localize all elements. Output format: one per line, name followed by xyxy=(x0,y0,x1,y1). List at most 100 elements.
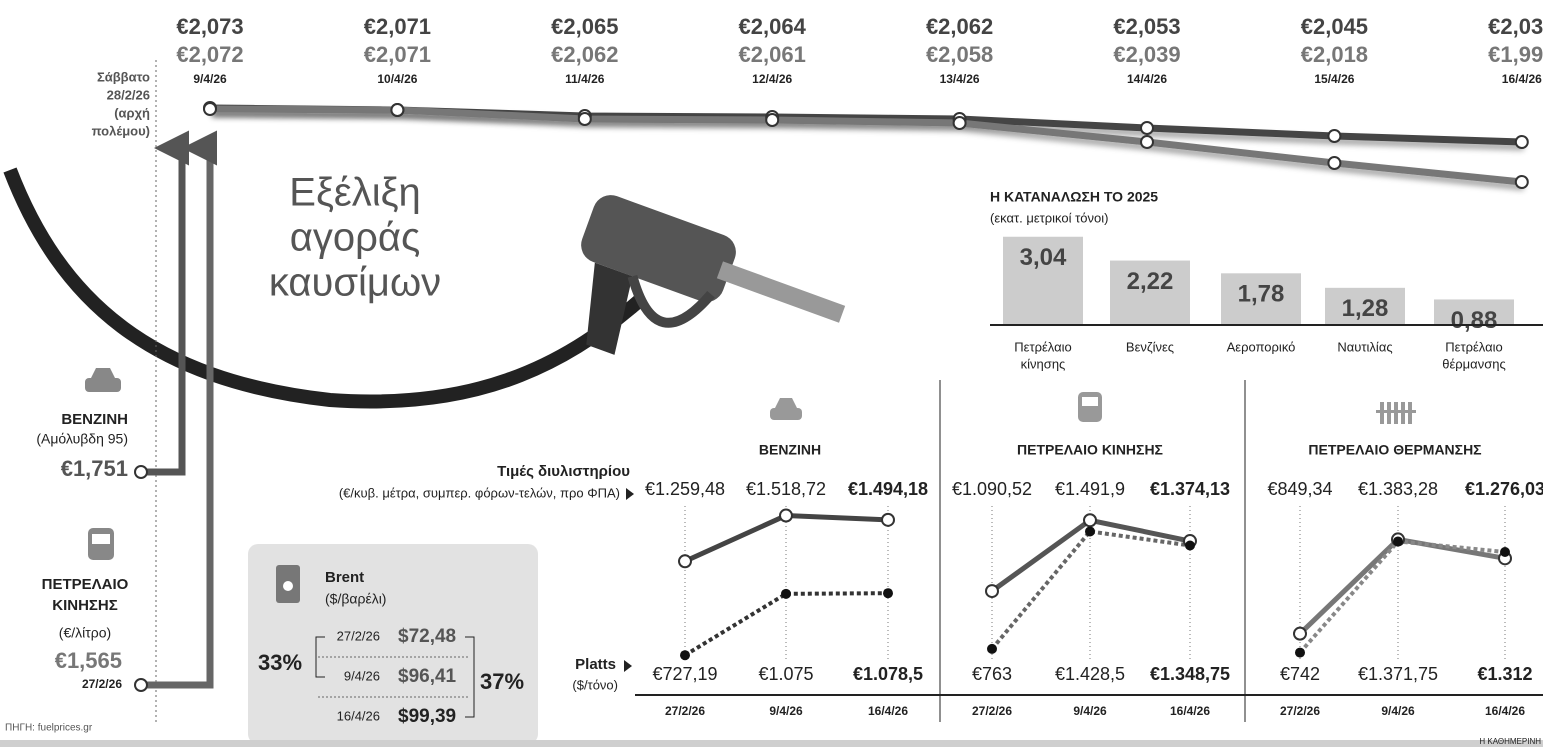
arrow xyxy=(145,148,210,685)
pointer xyxy=(626,488,634,500)
value-label: €1.371,75 xyxy=(1358,664,1438,684)
value-label: €2,062 xyxy=(551,42,618,67)
row-unit: (€/κυβ. μέτρα, συμπερ. φόρων-τελών, προ … xyxy=(339,485,620,500)
value-label: €2,073 xyxy=(176,14,243,39)
brent-date: 16/4/26 xyxy=(337,708,380,723)
point xyxy=(1393,536,1403,546)
value-label: €2,062 xyxy=(926,14,993,39)
footer-bar xyxy=(0,740,1543,747)
pointer xyxy=(624,660,632,672)
value-label: €2,061 xyxy=(739,42,806,67)
point xyxy=(1516,136,1528,148)
value-label: €1.348,75 xyxy=(1150,664,1230,684)
start-label: (αρχή xyxy=(114,105,150,120)
value-label: €2,039 xyxy=(1113,42,1180,67)
value-label: 1,78 xyxy=(1238,281,1285,308)
point xyxy=(1328,157,1340,169)
point xyxy=(883,588,893,598)
point xyxy=(579,113,591,125)
value-label: €849,34 xyxy=(1267,479,1332,499)
value-label: €2,064 xyxy=(739,14,807,39)
value-label: €2,058 xyxy=(926,42,993,67)
value-label: 0,88 xyxy=(1451,307,1498,334)
value-label: €1.383,28 xyxy=(1358,479,1438,499)
point xyxy=(391,104,403,116)
value-label: €1.494,18 xyxy=(848,479,928,499)
x-label: 9/4/26 xyxy=(1073,704,1107,718)
bus-icon xyxy=(1078,392,1102,422)
x-label: 14/4/26 xyxy=(1127,72,1167,86)
category-label: Βενζίνες xyxy=(1126,339,1174,354)
point xyxy=(1328,130,1340,142)
arrow xyxy=(145,148,182,472)
point xyxy=(680,650,690,660)
value-label: €1.491,9 xyxy=(1055,479,1125,499)
value-label: €2,039 xyxy=(1488,14,1543,39)
fuel-price: €1,751 xyxy=(61,456,128,481)
start-point xyxy=(135,466,147,478)
fuel-name: ΠΕΤΡΕΛΑΙΟ xyxy=(42,576,129,593)
value-label: €1.075 xyxy=(758,664,813,684)
value-label: 2,22 xyxy=(1127,268,1174,295)
start-label: Σάββατο xyxy=(97,69,150,84)
x-label: 13/4/26 xyxy=(940,72,980,86)
title: αγοράς xyxy=(290,216,421,260)
fuel-date: 27/2/26 xyxy=(82,677,122,691)
start-label: 28/2/26 xyxy=(107,87,150,102)
row-label: Τιμές διυλιστηρίου xyxy=(497,463,630,480)
value-label: €2,065 xyxy=(551,14,618,39)
point xyxy=(1500,547,1510,557)
x-label: 15/4/26 xyxy=(1314,72,1354,86)
value-label: €727,19 xyxy=(652,664,717,684)
panel-title: ΠΕΤΡΕΛΑΙΟ ΚΙΝΗΣΗΣ xyxy=(1017,442,1163,458)
x-label: 27/2/26 xyxy=(972,704,1012,718)
credit: Η ΚΑΘΗΜΕΡΙΝΗ xyxy=(1479,737,1541,746)
infographic: Εξέλιξη αγοράς καυσίμων Σάββατο 28/2/26 … xyxy=(0,0,1543,747)
row-unit: ($/τόνο) xyxy=(572,677,618,692)
x-label: 9/4/26 xyxy=(1381,704,1415,718)
start-point xyxy=(135,679,147,691)
x-label: 16/4/26 xyxy=(868,704,908,718)
fuel-sub: (€/λίτρο) xyxy=(59,625,111,641)
point xyxy=(1085,526,1095,536)
x-label: 16/4/26 xyxy=(1502,72,1542,86)
point xyxy=(954,117,966,129)
bar-subtitle: (εκατ. μετρικοί τόνοι) xyxy=(990,210,1108,225)
value-label: €1.090,52 xyxy=(952,479,1032,499)
value-label: €1,999 xyxy=(1488,42,1543,67)
point xyxy=(766,114,778,126)
value-label: €742 xyxy=(1280,664,1320,684)
title: καυσίμων xyxy=(269,261,441,305)
value-label: €2,071 xyxy=(364,14,431,39)
x-label: 16/4/26 xyxy=(1485,704,1525,718)
car-icon xyxy=(770,398,802,420)
start-label: πολέμου) xyxy=(92,123,150,138)
category-label: Ναυτιλίας xyxy=(1337,339,1392,354)
value-label: €1.312 xyxy=(1477,664,1532,684)
value-label: €2,018 xyxy=(1301,42,1368,67)
x-label: 27/2/26 xyxy=(1280,704,1320,718)
value-label: €763 xyxy=(972,664,1012,684)
value-label: €1.518,72 xyxy=(746,479,826,499)
value-label: €1.428,5 xyxy=(1055,664,1125,684)
fuel-name: ΚΙΝΗΣΗΣ xyxy=(52,597,118,614)
value-label: 1,28 xyxy=(1342,295,1389,322)
brent-date: 27/2/26 xyxy=(337,628,380,643)
point xyxy=(987,644,997,654)
x-label: 9/4/26 xyxy=(193,72,227,86)
brent-price: $99,39 xyxy=(398,706,456,727)
x-label: 12/4/26 xyxy=(752,72,792,86)
value-label: €2,053 xyxy=(1113,14,1180,39)
value-label: €1.078,5 xyxy=(853,664,923,684)
row-label: Platts xyxy=(575,656,616,673)
brent-price: $96,41 xyxy=(398,666,457,687)
point xyxy=(679,555,691,567)
point xyxy=(986,585,998,597)
value-label: €1.374,13 xyxy=(1150,479,1230,499)
point xyxy=(882,514,894,526)
category-label: θέρμανσης xyxy=(1442,356,1505,371)
point xyxy=(1516,176,1528,188)
point xyxy=(781,589,791,599)
value-label: €2,072 xyxy=(176,42,243,67)
fuel-name: ΒΕΝΖΙΝΗ xyxy=(61,411,128,428)
